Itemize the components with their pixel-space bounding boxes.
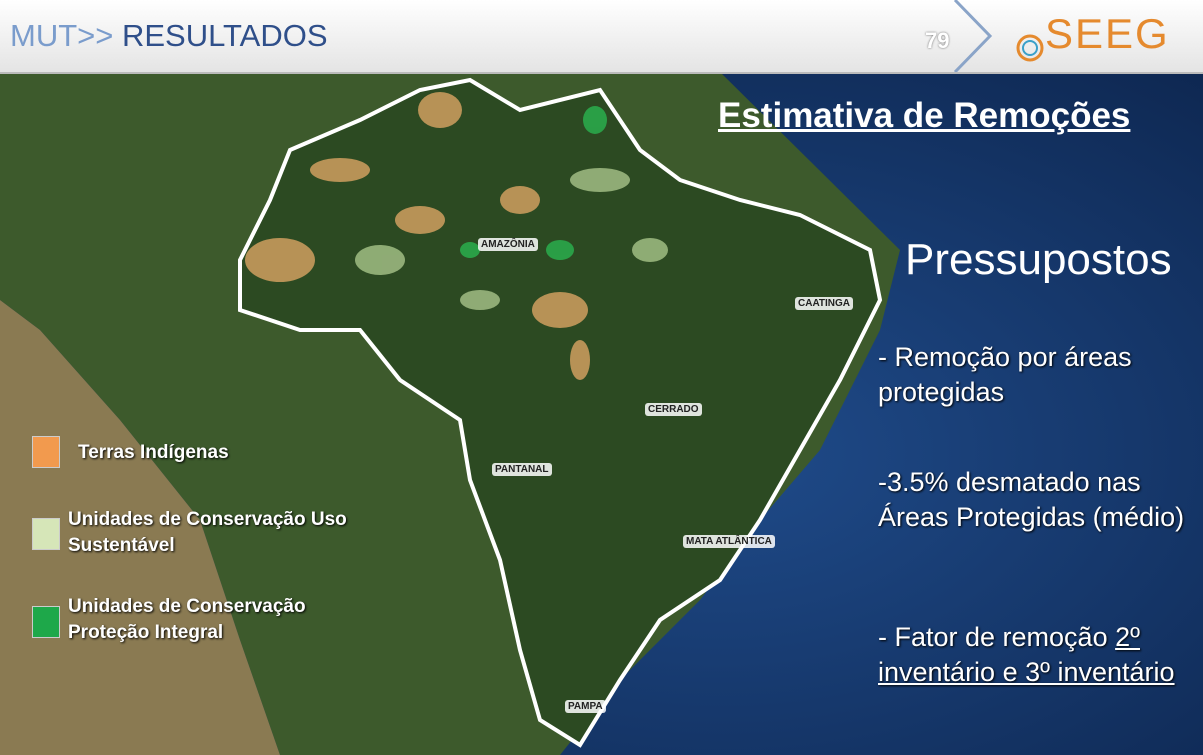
slide: MUT>> RESULTADOS 79 SEEG Estimativa de R… <box>0 0 1203 755</box>
map-label: PANTANAL <box>492 463 552 476</box>
legend-item: Unidades de Conservação Proteção Integra… <box>68 594 358 645</box>
map-label: PAMPA <box>565 700 606 713</box>
header-title: MUT>> RESULTADOS <box>10 18 328 54</box>
map-label: AMAZÔNIA <box>478 238 538 251</box>
point: - Remoção por áreas protegidas <box>878 340 1193 410</box>
legend-item: Unidades de Conservação Uso Sustentável <box>68 507 358 558</box>
map-label: CAATINGA <box>795 297 853 310</box>
section-title: RESULTADOS <box>122 18 328 53</box>
map-label: MATA ATLÂNTICA <box>683 535 775 548</box>
map-label: CERRADO <box>645 403 702 416</box>
point: -3.5% desmatado nas Áreas Protegidas (mé… <box>878 465 1193 535</box>
logo-mark <box>1010 22 1050 62</box>
legend-item: Terras Indígenas <box>78 440 229 466</box>
slide-title: Estimativa de Remoções <box>718 96 1130 136</box>
subtitle: Pressupostos <box>905 235 1172 285</box>
legend-swatch <box>32 606 60 638</box>
chevron <box>950 0 995 72</box>
section-prefix: MUT>> <box>10 18 122 53</box>
logo: SEEG <box>1045 10 1170 58</box>
page-number: 79 <box>925 28 949 54</box>
point: - Fator de remoção 2º inventário e 3º in… <box>878 620 1193 690</box>
point-text: - Fator de remoção <box>878 622 1115 652</box>
legend-swatch <box>32 518 60 550</box>
legend-swatch <box>32 436 60 468</box>
